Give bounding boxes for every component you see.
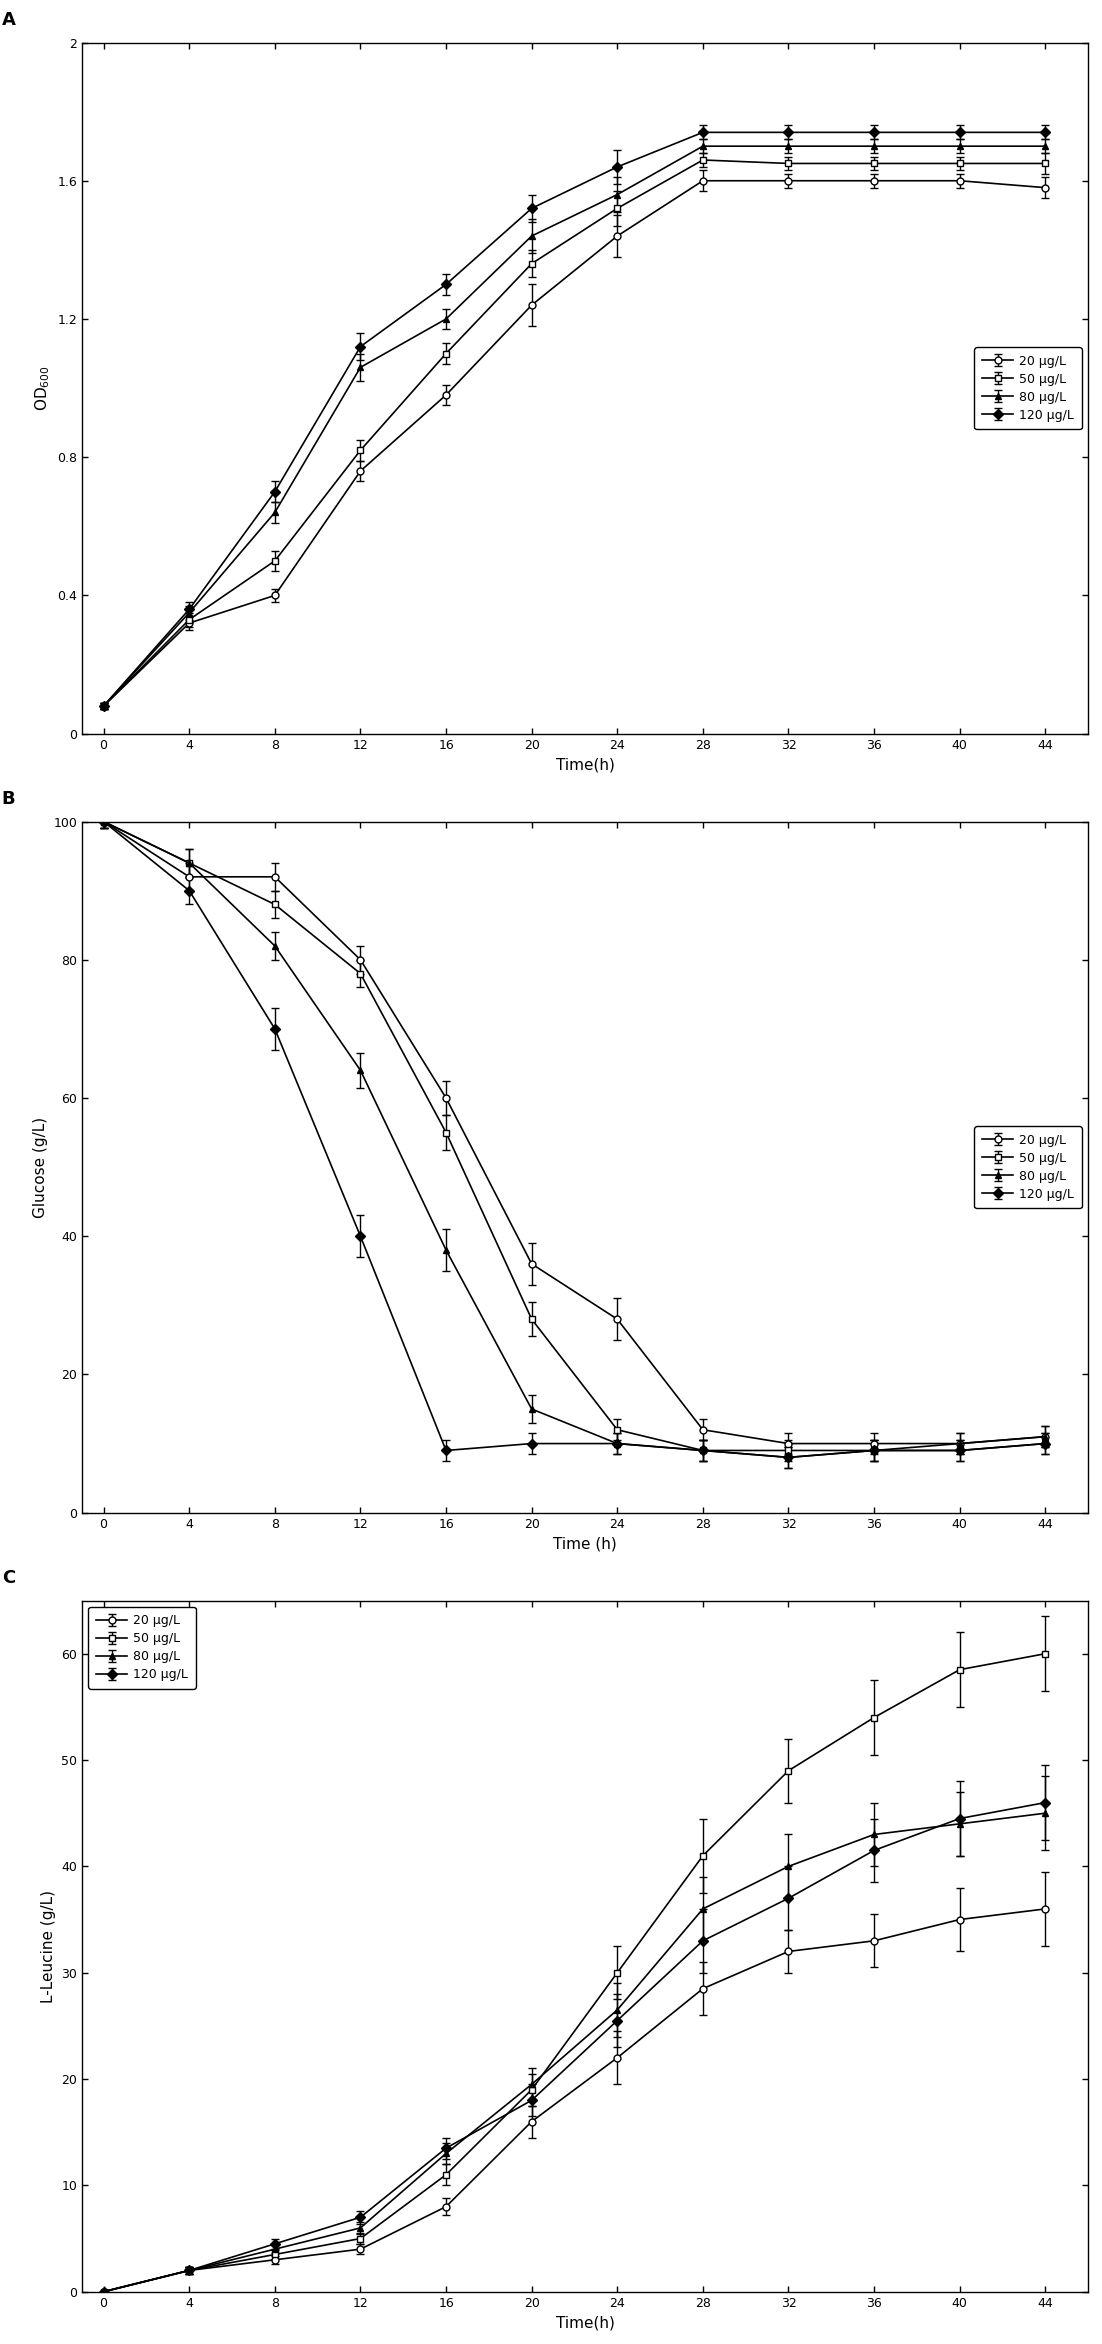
Legend: 20 μg/L, 50 μg/L, 80 μg/L, 120 μg/L: 20 μg/L, 50 μg/L, 80 μg/L, 120 μg/L: [974, 347, 1082, 429]
X-axis label: Time(h): Time(h): [555, 2316, 615, 2330]
Legend: 20 μg/L, 50 μg/L, 80 μg/L, 120 μg/L: 20 μg/L, 50 μg/L, 80 μg/L, 120 μg/L: [974, 1125, 1082, 1207]
Y-axis label: L-Leucine (g/L): L-Leucine (g/L): [41, 1889, 56, 2002]
Legend: 20 μg/L, 50 μg/L, 80 μg/L, 120 μg/L: 20 μg/L, 50 μg/L, 80 μg/L, 120 μg/L: [88, 1606, 196, 1688]
Text: A: A: [2, 12, 15, 28]
X-axis label: Time(h): Time(h): [555, 757, 615, 771]
Y-axis label: Glucose (g/L): Glucose (g/L): [33, 1116, 47, 1217]
Y-axis label: OD$_{600}$: OD$_{600}$: [33, 366, 52, 410]
Text: C: C: [2, 1568, 15, 1587]
X-axis label: Time (h): Time (h): [553, 1535, 617, 1552]
Text: B: B: [2, 790, 15, 809]
